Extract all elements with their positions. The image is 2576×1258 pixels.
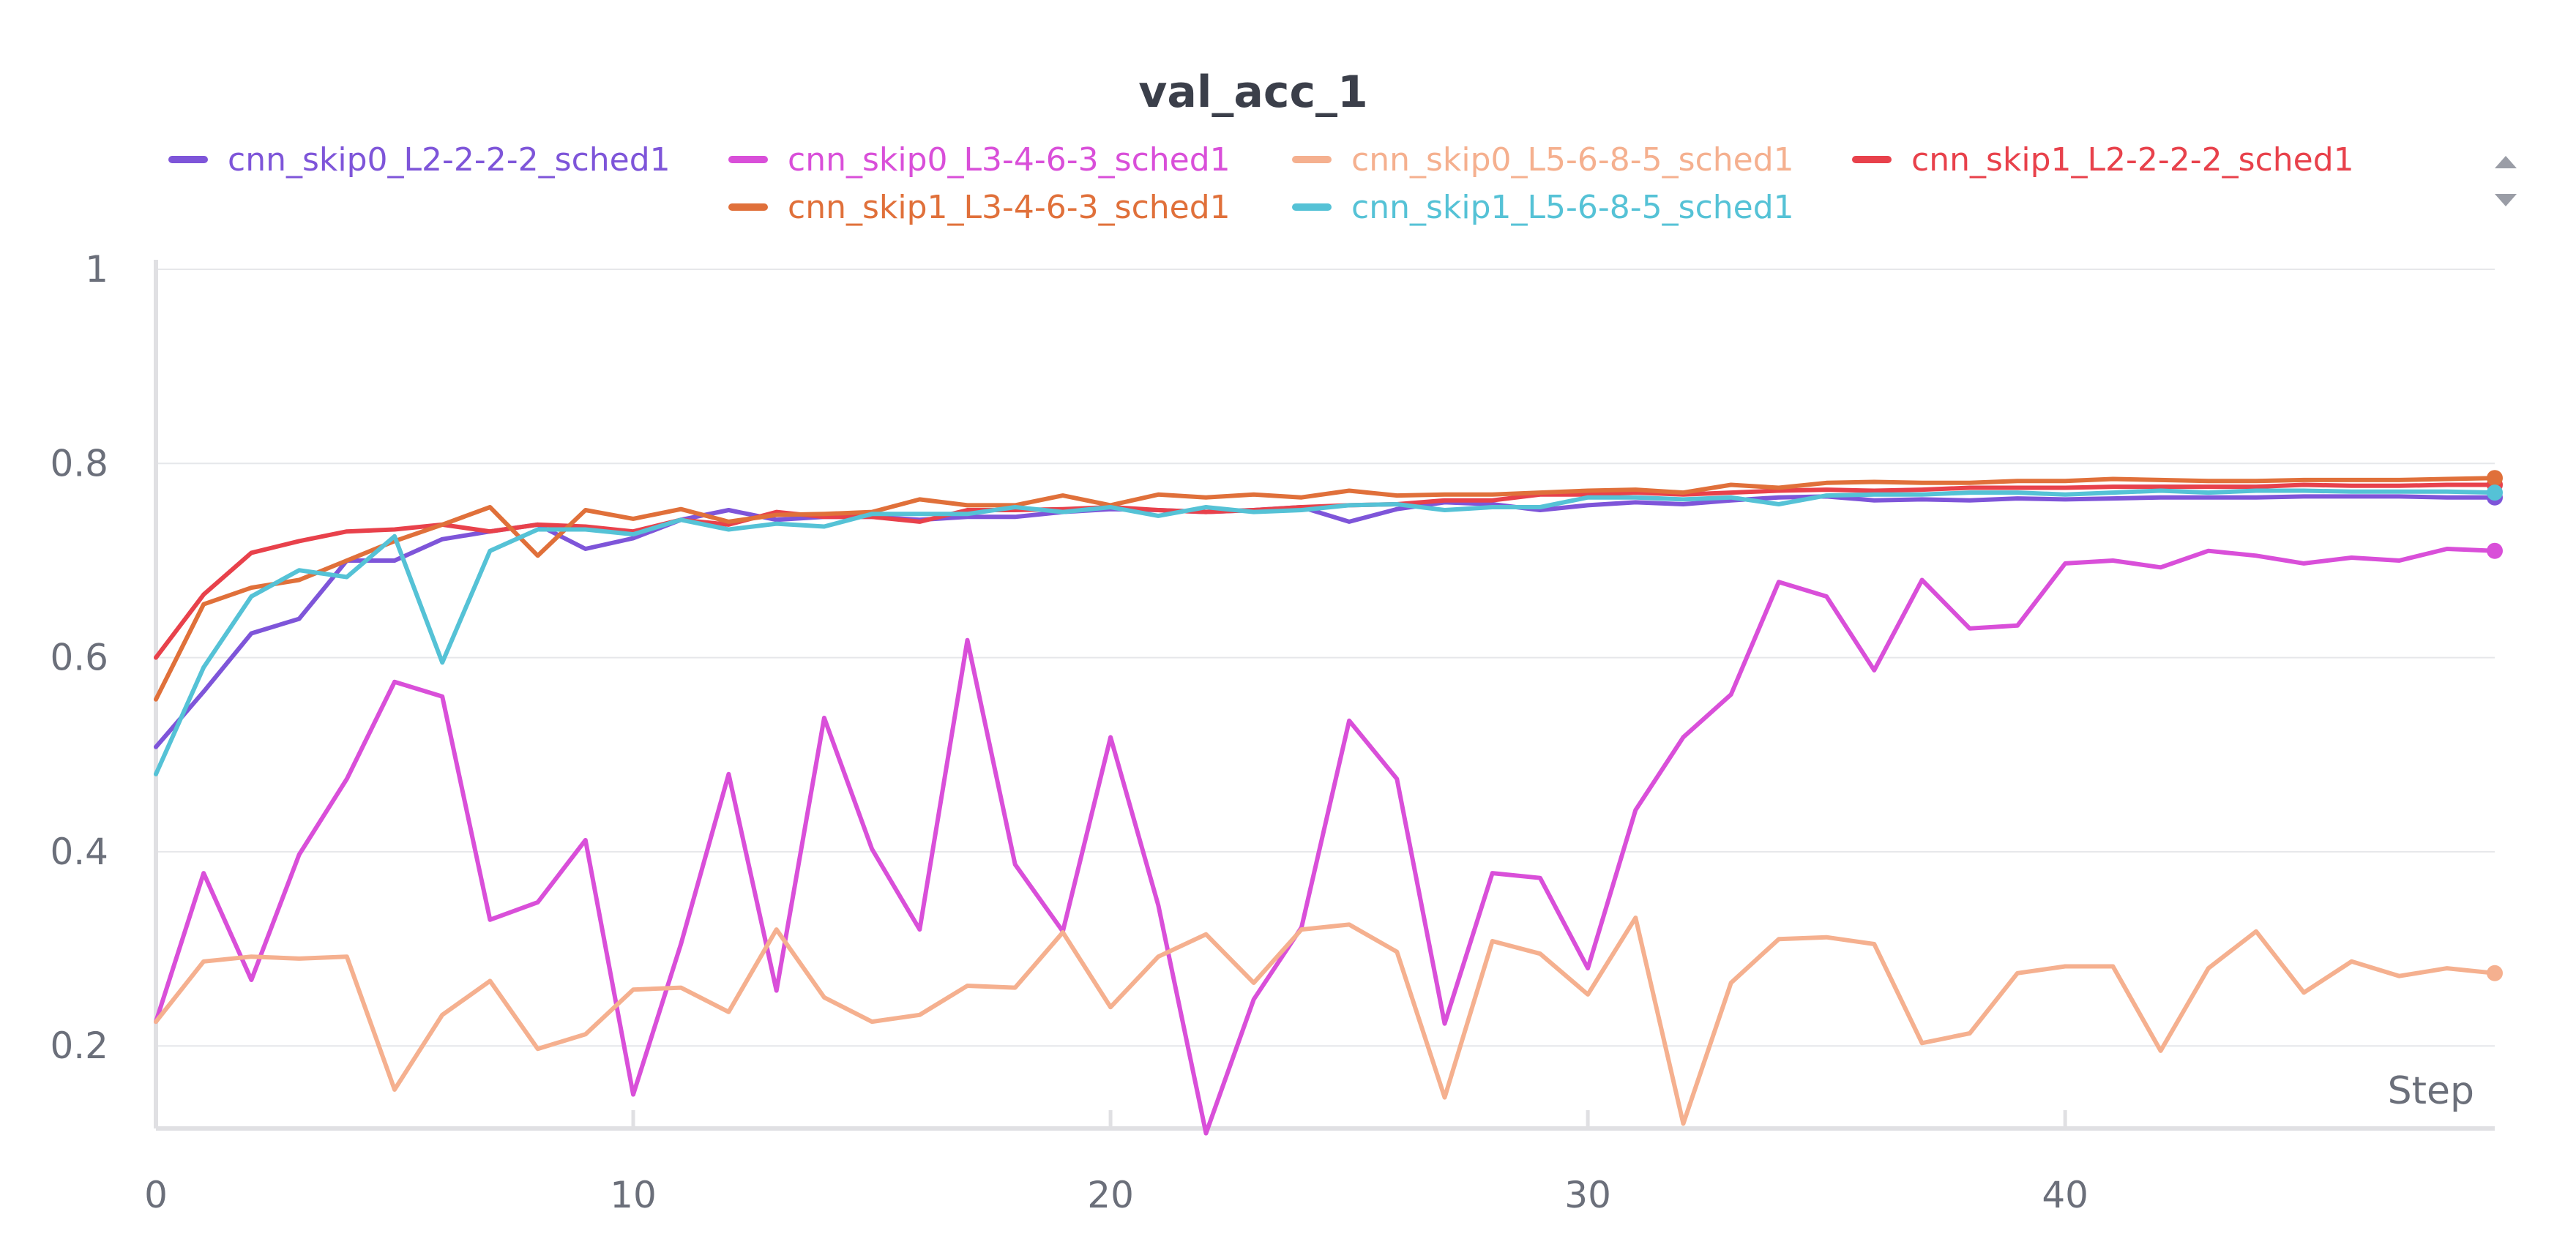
legend-label: cnn_skip1_L5-6-8-5_sched1 [1351,189,1794,226]
legend-label: cnn_skip0_L3-4-6-3_sched1 [788,141,1231,179]
x-tick-label: 30 [1564,1174,1611,1216]
legend-label: cnn_skip0_L2-2-2-2_sched1 [228,141,671,179]
legend-item-cnn_skip1_L5-6-8-5_sched1[interactable]: cnn_skip1_L5-6-8-5_sched1 [1292,189,1794,226]
series-end-point-cnn_skip1_L3-4-6-3_sched1 [2487,470,2503,487]
gridlines [156,269,2495,1047]
legend-scroll-down-icon[interactable] [2495,194,2517,206]
x-tick-label: 10 [610,1174,657,1216]
series-end-point-cnn_skip1_L5-6-8-5_sched1 [2487,484,2503,501]
x-axis: 0 10 20 30 40 [144,1110,2495,1216]
y-tick-label: 0.2 [50,1025,108,1067]
legend-item-cnn_skip1_L3-4-6-3_sched1[interactable]: cnn_skip1_L3-4-6-3_sched1 [728,189,1231,226]
legend-label: cnn_skip1_L3-4-6-3_sched1 [788,189,1231,226]
y-tick-label: 1 [85,248,108,291]
legend-scroll-controls[interactable] [2495,156,2517,206]
legend-item-cnn_skip0_L3-4-6-3_sched1[interactable]: cnn_skip0_L3-4-6-3_sched1 [728,141,1231,179]
legend-item-cnn_skip0_L5-6-8-5_sched1[interactable]: cnn_skip0_L5-6-8-5_sched1 [1292,141,1794,179]
series-end-markers [2487,470,2503,981]
series-end-point-cnn_skip0_L5-6-8-5_sched1 [2487,965,2503,981]
y-axis: 0.2 0.4 0.6 0.8 1 [50,248,158,1128]
x-axis-label: Step [2388,1069,2474,1113]
y-tick-label: 0.4 [50,831,108,873]
legend-item-cnn_skip0_L2-2-2-2_sched1[interactable]: cnn_skip0_L2-2-2-2_sched1 [168,141,671,179]
series-line-cnn_skip1_L3-4-6-3_sched1 [154,476,2497,702]
y-tick-label: 0.8 [50,442,108,484]
x-tick-label: 40 [2042,1174,2088,1216]
x-tick-label: 20 [1087,1174,1134,1216]
y-tick-label: 0.6 [50,637,108,679]
legend-label: cnn_skip0_L5-6-8-5_sched1 [1351,141,1794,179]
chart-title: val_acc_1 [1138,67,1368,118]
series-line-cnn_skip1_L2-2-2-2_sched1 [154,482,2497,660]
series-line-cnn_skip0_L5-6-8-5_sched1 [154,916,2497,1126]
series-end-point-cnn_skip0_L3-4-6-3_sched1 [2487,542,2503,559]
plot-area: 0 10 20 30 40 0.2 0.4 0.6 0.8 1 [50,248,2503,1216]
legend-label: cnn_skip1_L2-2-2-2_sched1 [1911,141,2354,179]
series-lines [154,476,2497,1136]
series-line-cnn_skip0_L3-4-6-3_sched1 [154,547,2497,1136]
legend-scroll-up-icon[interactable] [2495,156,2517,168]
legend-item-cnn_skip1_L2-2-2-2_sched1[interactable]: cnn_skip1_L2-2-2-2_sched1 [1852,141,2354,179]
series-line-cnn_skip1_L5-6-8-5_sched1 [154,488,2497,776]
legend: cnn_skip0_L2-2-2-2_sched1 cnn_skip0_L3-4-… [168,141,2354,226]
series-line-cnn_skip0_L2-2-2-2_sched1 [154,494,2497,749]
x-tick-label: 0 [144,1174,168,1216]
